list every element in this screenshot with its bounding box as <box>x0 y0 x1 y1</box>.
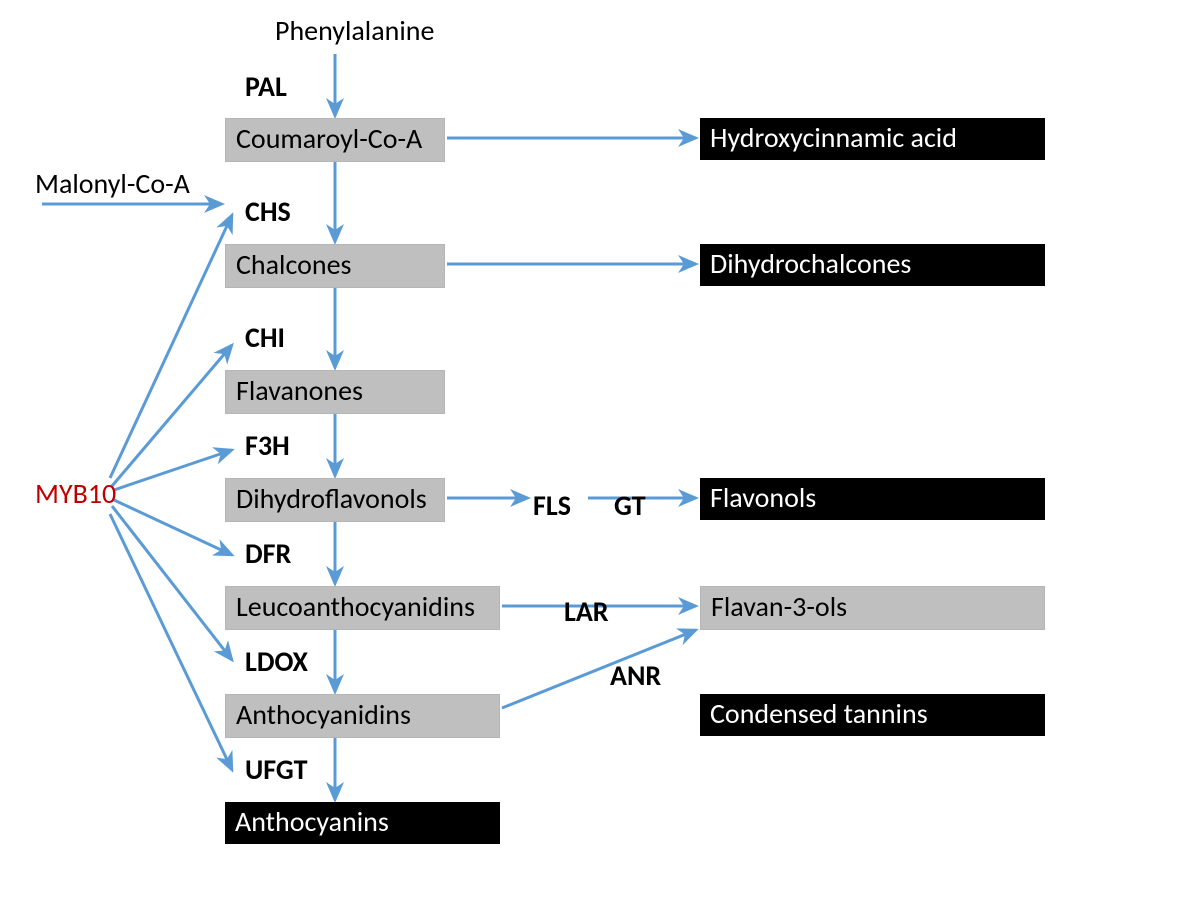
node-myb10: MYB10 <box>35 478 145 510</box>
node-anthocyanins: Anthocyanins <box>225 802 500 844</box>
node-flavan-3-ols: Flavan-3-ols <box>700 586 1045 630</box>
enzyme-dfr: DFR <box>245 538 291 570</box>
enzyme-gt: GT <box>614 490 646 522</box>
node-leucoanthocyanidins: Leucoanthocyanidins <box>225 586 500 630</box>
node-flavonols: Flavonols <box>700 478 1045 520</box>
node-coumaroyl: Coumaroyl-Co-A <box>225 118 445 162</box>
enzyme-chi: CHI <box>245 322 285 354</box>
node-anthocyanidins: Anthocyanidins <box>225 694 500 738</box>
node-hydroxycinnamic: Hydroxycinnamic acid <box>700 118 1045 160</box>
node-dihydrochalcones: Dihydrochalcones <box>700 244 1045 286</box>
node-chalcones: Chalcones <box>225 244 445 288</box>
diagram-canvas: { "diagram": { "type": "flowchart", "bac… <box>0 0 1200 900</box>
enzyme-fls: FLS <box>533 490 571 522</box>
enzyme-pal: PAL <box>245 71 287 103</box>
enzyme-anr: ANR <box>610 660 661 692</box>
node-flavanones: Flavanones <box>225 370 445 414</box>
node-dihydroflavonols: Dihydroflavonols <box>225 478 445 522</box>
enzyme-f3h: F3H <box>245 430 290 462</box>
enzyme-lar: LAR <box>564 596 609 628</box>
node-malonyl-coa: Malonyl-Co-A <box>35 168 225 200</box>
node-phenylalanine: Phenylalanine <box>275 15 495 47</box>
enzyme-chs: CHS <box>245 196 291 228</box>
enzyme-ldox: LDOX <box>245 646 308 678</box>
enzyme-ufgt: UFGT <box>245 754 308 786</box>
node-condensed-tannins: Condensed tannins <box>700 694 1045 736</box>
